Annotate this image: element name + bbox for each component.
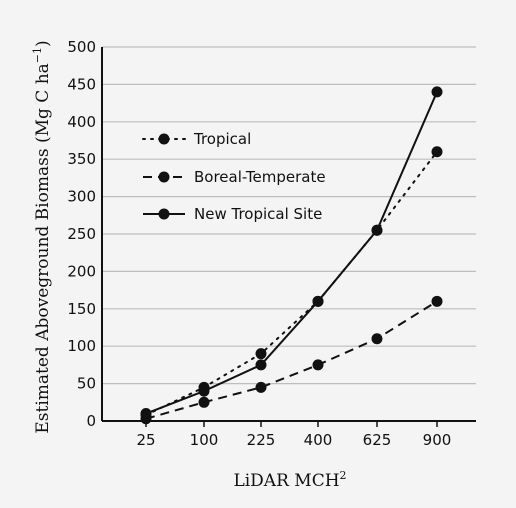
y-tick-label: 450 <box>67 75 96 93</box>
x-tick-label: 225 <box>247 431 276 449</box>
y-tick-label: 400 <box>67 113 96 131</box>
series-boreal-temperate <box>140 295 443 425</box>
series-new-tropical-site <box>140 86 443 420</box>
x-tick-labels: 25 100 225 400 625 900 <box>136 421 451 449</box>
legend-entry: Boreal-Temperate <box>143 168 326 186</box>
data-point <box>371 224 383 236</box>
series-line <box>145 300 438 420</box>
x-tick-label: 100 <box>190 431 219 449</box>
series <box>140 86 443 425</box>
grid <box>102 46 476 422</box>
y-axis-title-suffix: ) <box>33 40 53 47</box>
data-point <box>198 385 210 397</box>
y-tick-label: 350 <box>67 150 96 168</box>
legend-entry: Tropical <box>142 130 251 148</box>
legend-label: Boreal-Temperate <box>194 168 326 186</box>
data-point <box>371 333 383 345</box>
y-tick-labels: 0 50 100 150 200 250 300 350 400 450 500 <box>67 38 96 430</box>
data-point <box>312 295 324 307</box>
y-axis-title-text: Estimated Aboveground Biomass (Mg C ha <box>33 63 53 433</box>
data-point <box>431 86 443 98</box>
y-tick-label: 250 <box>67 225 96 243</box>
data-point <box>255 348 267 360</box>
x-tick-label: 400 <box>304 431 333 449</box>
x-tick-label: 25 <box>136 431 155 449</box>
y-tick-label: 150 <box>67 300 96 318</box>
data-point <box>255 359 267 371</box>
legend: Tropical Boreal-Temperate New Tropical Sit… <box>142 130 326 223</box>
axes <box>101 47 476 422</box>
legend-label: Tropical <box>193 130 251 148</box>
x-axis-title-text: LiDAR MCH <box>233 471 339 491</box>
y-axis-title: Estimated Aboveground Biomass (Mg C ha−1… <box>31 40 53 433</box>
y-tick-label: 200 <box>67 262 96 280</box>
x-tick-label: 625 <box>363 431 392 449</box>
data-point <box>431 146 443 158</box>
x-tick-label: 900 <box>423 431 452 449</box>
data-point <box>198 396 210 408</box>
series-tropical <box>140 146 443 421</box>
data-point <box>312 359 324 371</box>
y-tick-label: 500 <box>67 38 96 56</box>
y-tick-label: 100 <box>67 337 96 355</box>
legend-label: New Tropical Site <box>194 205 322 223</box>
y-tick-label: 300 <box>67 188 96 206</box>
y-tick-label: 0 <box>86 412 96 430</box>
legend-marker <box>158 208 170 220</box>
data-point <box>255 381 267 393</box>
y-axis-title-superscript: −1 <box>31 47 44 63</box>
legend-marker <box>158 171 170 183</box>
series-line <box>145 150 438 417</box>
legend-entry: New Tropical Site <box>143 205 322 223</box>
x-axis-title: LiDAR MCH2 <box>233 469 346 491</box>
x-axis-title-superscript: 2 <box>340 469 347 482</box>
data-point <box>140 408 152 420</box>
y-tick-label: 50 <box>77 375 96 393</box>
legend-marker <box>158 133 170 145</box>
series-line <box>145 91 438 415</box>
data-point <box>431 295 443 307</box>
